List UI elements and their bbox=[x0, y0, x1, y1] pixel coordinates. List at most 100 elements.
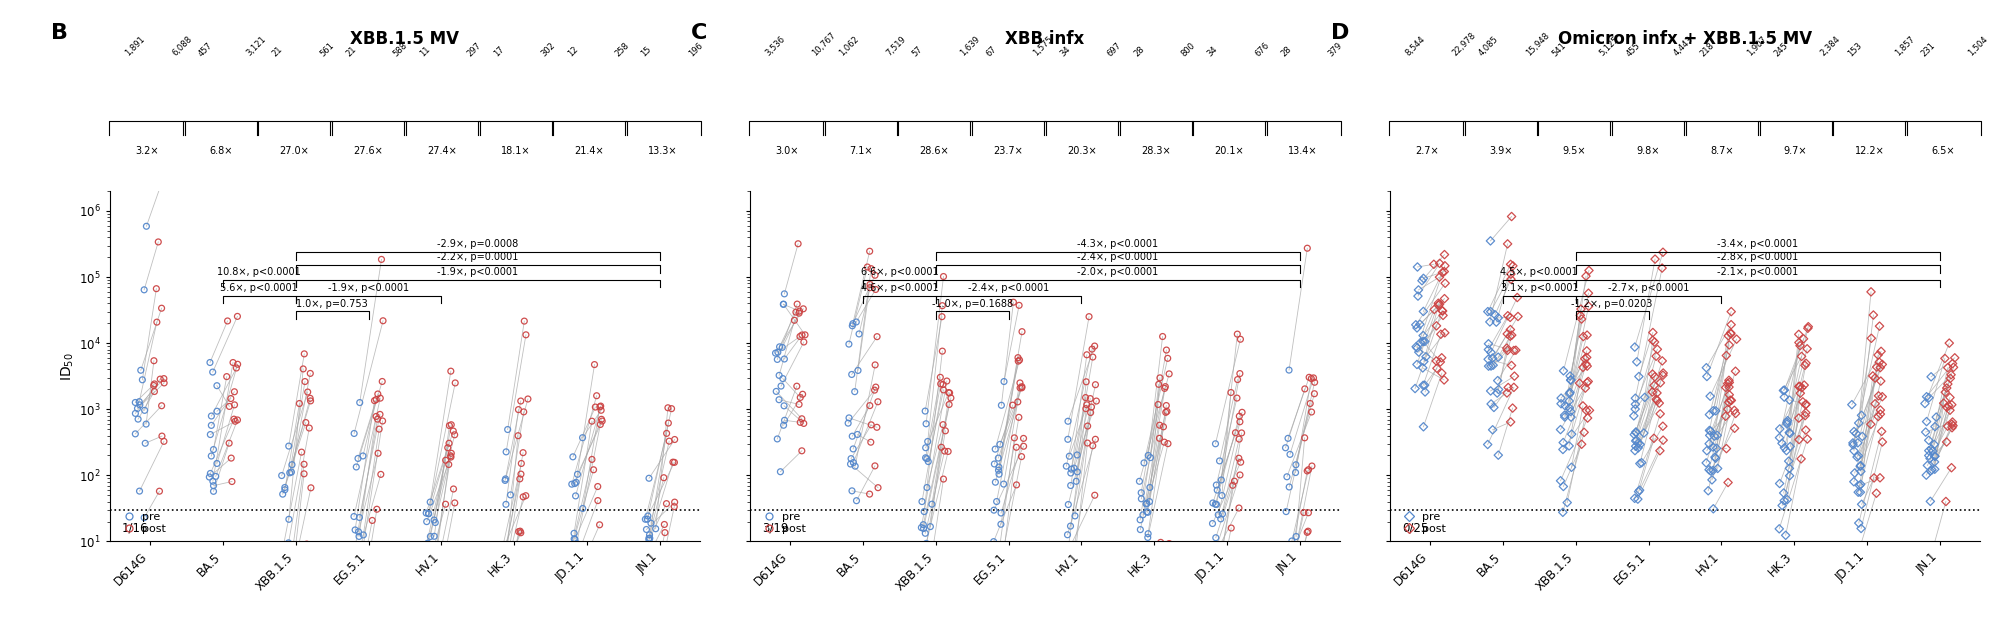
Point bbox=[842, 429, 874, 440]
Text: 7.1×: 7.1× bbox=[848, 146, 872, 155]
Point bbox=[1498, 345, 1530, 355]
Point bbox=[1764, 524, 1796, 534]
Point bbox=[276, 459, 308, 469]
Point bbox=[1296, 373, 1328, 383]
Point bbox=[566, 503, 598, 513]
Point bbox=[1842, 548, 1874, 558]
Point bbox=[1494, 331, 1526, 341]
Point bbox=[294, 483, 326, 493]
Point bbox=[438, 497, 470, 508]
Point bbox=[914, 522, 946, 532]
Point bbox=[1294, 398, 1326, 408]
Point bbox=[1054, 521, 1086, 531]
Point bbox=[1622, 443, 1654, 453]
Point bbox=[786, 413, 818, 424]
Point bbox=[1006, 327, 1038, 337]
Point bbox=[1502, 311, 1534, 322]
Point bbox=[1070, 403, 1102, 413]
Point bbox=[1476, 425, 1508, 435]
Point bbox=[1280, 627, 1312, 637]
Point bbox=[1700, 453, 1732, 463]
Point bbox=[1564, 310, 1596, 320]
Point bbox=[988, 479, 1020, 489]
Point bbox=[1712, 378, 1744, 389]
Point bbox=[220, 416, 252, 426]
Point bbox=[1786, 351, 1818, 361]
Point bbox=[1290, 552, 1322, 562]
Text: 21: 21 bbox=[344, 44, 358, 58]
Text: -2.1×, p<0.0001: -2.1×, p<0.0001 bbox=[1718, 267, 1798, 277]
Point bbox=[1274, 482, 1306, 492]
Point bbox=[1864, 409, 1896, 419]
Point bbox=[198, 445, 230, 455]
Point bbox=[504, 526, 536, 536]
Point bbox=[200, 471, 232, 482]
Point bbox=[1124, 524, 1156, 534]
Point bbox=[658, 497, 690, 507]
Point bbox=[216, 453, 248, 463]
Point bbox=[1548, 482, 1580, 492]
Point bbox=[1622, 371, 1654, 382]
Point bbox=[1720, 334, 1752, 344]
Point bbox=[1920, 412, 1952, 422]
Point bbox=[1912, 445, 1944, 455]
Point bbox=[1912, 435, 1944, 445]
Point bbox=[558, 534, 590, 545]
Point bbox=[1574, 405, 1606, 415]
Point bbox=[1774, 463, 1806, 473]
Point bbox=[1910, 470, 1942, 480]
Text: 28.6×: 28.6× bbox=[920, 146, 950, 155]
Text: -2.4×, p<0.0001: -2.4×, p<0.0001 bbox=[1078, 252, 1158, 262]
Point bbox=[358, 396, 390, 406]
Point bbox=[842, 366, 874, 376]
Point bbox=[438, 430, 470, 440]
Point bbox=[1006, 452, 1038, 462]
Point bbox=[1556, 429, 1588, 440]
Point bbox=[1496, 403, 1528, 413]
Point bbox=[1054, 541, 1086, 552]
Point bbox=[1636, 335, 1668, 345]
Point bbox=[786, 389, 818, 399]
Point bbox=[510, 490, 542, 501]
Point bbox=[1206, 509, 1238, 519]
Point bbox=[366, 254, 398, 264]
Point bbox=[1712, 397, 1744, 408]
Point bbox=[1718, 405, 1750, 415]
Point bbox=[1224, 457, 1256, 468]
Point bbox=[1694, 410, 1726, 420]
Point bbox=[634, 548, 666, 558]
Point bbox=[1914, 454, 1946, 464]
Point bbox=[502, 527, 534, 537]
Point bbox=[266, 547, 298, 557]
Text: 34: 34 bbox=[1058, 44, 1072, 58]
Point bbox=[1274, 604, 1306, 614]
Text: 11: 11 bbox=[418, 44, 432, 58]
Point bbox=[780, 307, 812, 317]
Text: 2.7×: 2.7× bbox=[1416, 146, 1438, 155]
Point bbox=[1050, 461, 1082, 471]
Point bbox=[832, 339, 864, 349]
Point bbox=[1150, 406, 1182, 417]
Point bbox=[146, 303, 178, 313]
Point bbox=[1006, 383, 1038, 393]
Point bbox=[628, 633, 660, 637]
Point bbox=[504, 527, 536, 538]
Point bbox=[1786, 382, 1818, 392]
Point bbox=[508, 316, 540, 326]
Point bbox=[1056, 464, 1088, 474]
Point bbox=[1764, 478, 1796, 489]
Point bbox=[1908, 398, 1940, 408]
Point bbox=[1710, 411, 1742, 421]
Point bbox=[856, 420, 888, 430]
Text: 7,519: 7,519 bbox=[884, 35, 908, 58]
Text: -1.9×, p<0.0001: -1.9×, p<0.0001 bbox=[328, 283, 410, 293]
Point bbox=[1400, 320, 1432, 330]
Point bbox=[1644, 446, 1676, 456]
Point bbox=[1712, 375, 1744, 385]
Y-axis label: ID$_{50}$: ID$_{50}$ bbox=[60, 352, 76, 380]
Point bbox=[218, 357, 250, 368]
Point bbox=[1622, 487, 1654, 497]
Point bbox=[980, 496, 1012, 506]
Point bbox=[434, 451, 466, 461]
Point bbox=[360, 412, 392, 422]
